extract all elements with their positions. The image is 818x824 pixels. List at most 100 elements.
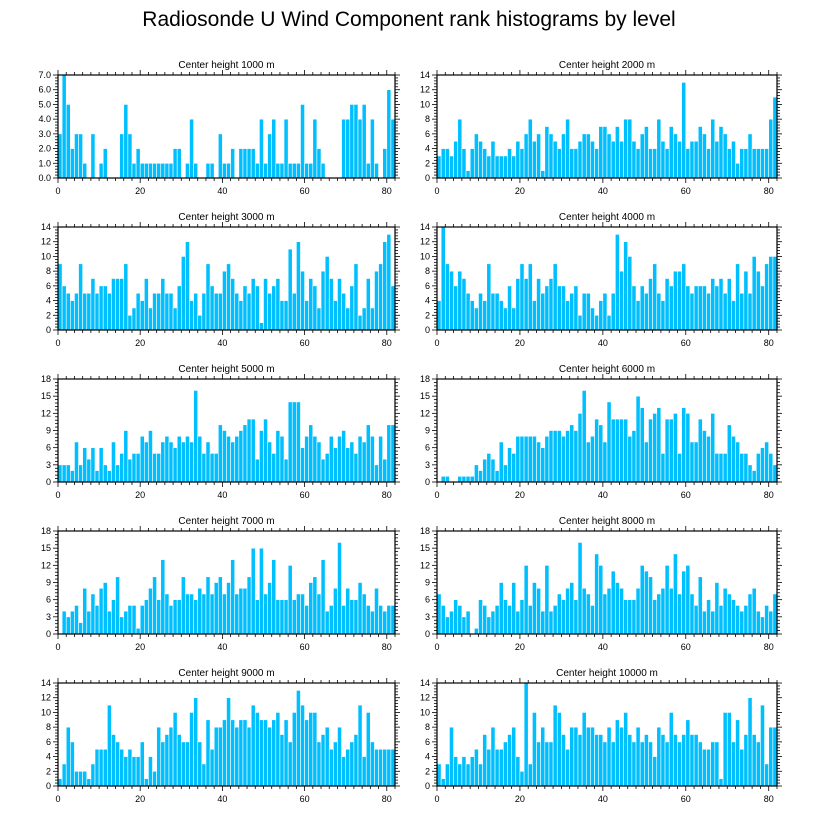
bar-11 bbox=[482, 458, 488, 483]
bar-79 bbox=[382, 148, 388, 179]
bar-36 bbox=[205, 576, 211, 635]
bar-69 bbox=[341, 605, 346, 635]
bar-78 bbox=[378, 263, 383, 331]
bar-2 bbox=[444, 475, 450, 483]
bar-65 bbox=[706, 292, 711, 331]
bar-48 bbox=[254, 162, 260, 179]
bar-36 bbox=[585, 593, 591, 635]
bar-45 bbox=[623, 599, 629, 635]
bar-79 bbox=[764, 763, 770, 787]
bar-56 bbox=[668, 126, 674, 179]
panel-title: Center height 10000 m bbox=[556, 668, 658, 679]
bar-4 bbox=[74, 770, 79, 787]
bar-68 bbox=[337, 726, 342, 787]
bar-62 bbox=[312, 435, 318, 483]
bar-66 bbox=[710, 278, 716, 331]
bar-2 bbox=[65, 292, 71, 331]
panel-title: Center height 5000 m bbox=[178, 364, 274, 375]
y-tick-label: 10 bbox=[41, 707, 51, 717]
bar-39 bbox=[217, 292, 223, 331]
bar-77 bbox=[374, 270, 379, 331]
bar-18 bbox=[511, 307, 517, 331]
bar-47 bbox=[631, 741, 637, 787]
bar-28 bbox=[552, 605, 558, 635]
bar-18 bbox=[131, 756, 137, 787]
bar-40 bbox=[222, 719, 227, 787]
bar-76 bbox=[751, 256, 757, 331]
y-tick-label: 10 bbox=[41, 251, 51, 261]
x-tick-label: 80 bbox=[764, 794, 774, 804]
bar-79 bbox=[764, 263, 770, 331]
bar-67 bbox=[714, 741, 720, 787]
bar-0 bbox=[436, 300, 442, 331]
bar-54 bbox=[279, 162, 285, 179]
bar-73 bbox=[739, 610, 745, 635]
bar-33 bbox=[573, 285, 579, 331]
bar-34 bbox=[197, 435, 203, 483]
bar-6 bbox=[461, 616, 467, 635]
bar-73 bbox=[739, 148, 745, 179]
bar-80 bbox=[386, 748, 392, 787]
bar-70 bbox=[726, 593, 732, 635]
histogram-panel-7: Center height 7000 m 0 20 40 60 80 0 3 6 9 12 15 18 bbox=[41, 516, 400, 652]
bar-45 bbox=[623, 118, 629, 179]
bar-75 bbox=[365, 278, 371, 331]
bar-59 bbox=[681, 263, 687, 331]
bar-28 bbox=[552, 140, 558, 179]
bar-33 bbox=[573, 148, 579, 179]
bar-52 bbox=[271, 118, 277, 179]
bar-1 bbox=[61, 285, 67, 331]
x-tick-label: 40 bbox=[217, 338, 227, 348]
y-tick-label: 6 bbox=[46, 281, 51, 291]
bar-54 bbox=[279, 300, 285, 331]
bar-43 bbox=[614, 126, 620, 179]
bar-26 bbox=[164, 435, 170, 483]
bar-53 bbox=[275, 162, 281, 179]
bar-27 bbox=[548, 278, 554, 331]
y-tick-label: 6 bbox=[46, 737, 51, 747]
y-tick-label: 12 bbox=[420, 408, 430, 418]
bar-44 bbox=[238, 587, 244, 635]
bar-22 bbox=[527, 263, 533, 331]
bar-67 bbox=[333, 447, 338, 483]
x-tick-label: 20 bbox=[135, 642, 145, 652]
y-tick-label: 2 bbox=[46, 766, 51, 776]
bar-13 bbox=[490, 726, 496, 787]
bar-12 bbox=[107, 292, 112, 331]
bar-44 bbox=[619, 418, 624, 483]
bar-22 bbox=[527, 763, 533, 787]
bar-59 bbox=[300, 704, 305, 787]
bar-19 bbox=[135, 627, 141, 635]
bar-63 bbox=[697, 285, 703, 331]
bar-50 bbox=[263, 278, 268, 331]
bar-43 bbox=[614, 719, 620, 787]
panel-title: Center height 8000 m bbox=[559, 516, 655, 527]
bar-13 bbox=[490, 458, 496, 483]
bar-4 bbox=[453, 756, 459, 787]
bar-12 bbox=[107, 704, 112, 787]
bar-62 bbox=[693, 140, 699, 179]
histogram-svg: Center height 1000 m 0 20 40 60 80 0.0 1.0 2.0 3.… bbox=[38, 60, 400, 196]
bar-65 bbox=[324, 610, 330, 635]
bar-67 bbox=[714, 140, 720, 179]
bar-2 bbox=[444, 763, 450, 787]
bar-53 bbox=[275, 712, 281, 787]
y-tick-label: 0 bbox=[46, 477, 51, 487]
histogram-svg: Center height 8000 m 0 20 40 60 80 0 3 6 9 12 15 18 bbox=[420, 516, 782, 652]
bar-8 bbox=[469, 475, 475, 483]
bar-61 bbox=[308, 162, 314, 179]
y-tick-label: 12 bbox=[41, 560, 51, 570]
bar-33 bbox=[193, 697, 199, 787]
x-tick-label: 0 bbox=[55, 490, 60, 500]
x-tick-label: 80 bbox=[382, 186, 392, 196]
bar-16 bbox=[503, 155, 508, 179]
x-tick-label: 0 bbox=[55, 186, 60, 196]
bar-31 bbox=[565, 430, 570, 483]
bar-71 bbox=[731, 599, 736, 635]
bar-41 bbox=[226, 697, 231, 787]
bar-71 bbox=[731, 300, 736, 331]
bar-21 bbox=[523, 133, 529, 179]
bar-43 bbox=[614, 582, 620, 635]
bar-65 bbox=[324, 726, 330, 787]
bar-49 bbox=[259, 547, 264, 635]
